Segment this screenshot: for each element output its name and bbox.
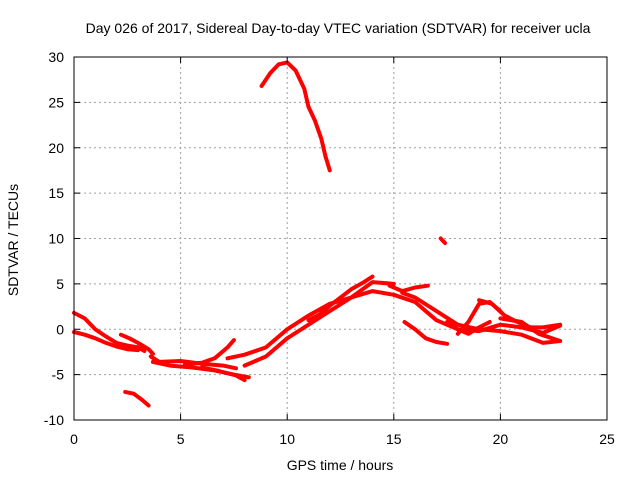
- y-tick-label: 15: [48, 185, 64, 201]
- y-tick-label: 20: [48, 140, 64, 156]
- chart-title: Day 026 of 2017, Sidereal Day-to-day VTE…: [86, 20, 591, 36]
- y-tick-label: 10: [48, 231, 64, 247]
- series-track-t: [259, 60, 332, 173]
- series-track-k: [306, 274, 375, 323]
- series-track-i: [225, 289, 396, 361]
- y-tick-label: 0: [56, 321, 64, 337]
- series-track-g: [199, 365, 247, 383]
- series-track-h: [182, 338, 236, 367]
- x-tick-labels: 0 5 10 15 20 25: [70, 431, 615, 447]
- y-tick-label: 5: [56, 276, 64, 292]
- series-track-b: [72, 330, 140, 353]
- series-track-c: [118, 332, 155, 356]
- series-track-l: [387, 283, 430, 294]
- y-tick-label: 25: [48, 94, 64, 110]
- series-track-j: [242, 280, 396, 368]
- series-track-a: [72, 310, 147, 353]
- grid: [74, 57, 607, 420]
- x-tick-label: 5: [177, 431, 185, 447]
- series-track-o: [402, 320, 450, 346]
- x-tick-label: 0: [70, 431, 78, 447]
- x-tick-label: 15: [386, 431, 402, 447]
- series-track-p: [445, 320, 492, 336]
- y-tick-labels: -10 -5 0 5 10 15 20 25 30: [44, 49, 64, 428]
- y-tick-label: -5: [52, 367, 65, 383]
- y-tick-label: 30: [48, 49, 64, 65]
- axis-ticks: [73, 56, 608, 421]
- data-series: [72, 60, 563, 408]
- x-tick-label: 20: [493, 431, 509, 447]
- series-track-d: [123, 389, 151, 408]
- x-axis-title: GPS time / hours: [287, 457, 394, 473]
- series-track-u: [438, 236, 447, 245]
- series-track-s: [498, 316, 563, 343]
- x-tick-label: 25: [599, 431, 615, 447]
- x-tick-label: 10: [279, 431, 295, 447]
- y-axis-title: SDTVAR / TECUs: [5, 184, 21, 296]
- y-tick-label: -10: [44, 412, 64, 428]
